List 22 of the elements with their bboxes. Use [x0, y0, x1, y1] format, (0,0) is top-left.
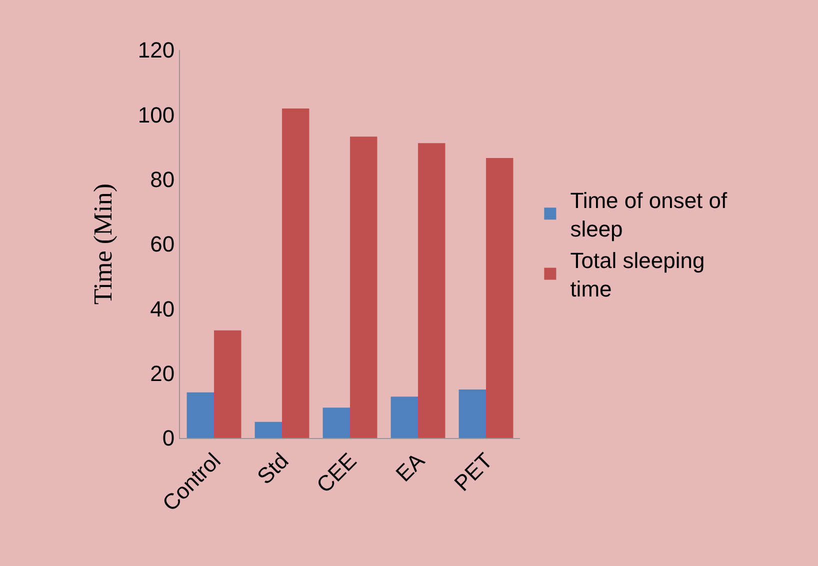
y-tick-label: 120 [138, 38, 175, 63]
legend-label: Time of onset of sleep [570, 188, 728, 242]
bar [214, 330, 242, 438]
y-tick-label: 80 [150, 167, 175, 192]
bar [418, 143, 446, 438]
legend-label: Total sleeping time [570, 248, 705, 302]
bar [322, 408, 350, 438]
bar [282, 108, 310, 438]
bar [350, 136, 378, 438]
bar [458, 390, 486, 438]
y-tick-label: 40 [150, 296, 175, 322]
y-tick-label: 60 [150, 232, 175, 257]
x-tick-label: Std [252, 448, 294, 490]
bar [390, 396, 418, 438]
y-axis-title: Time (Min) [88, 183, 118, 305]
x-tick-label: EA [390, 448, 430, 486]
bar [254, 422, 282, 438]
y-tick-label: 20 [150, 361, 175, 386]
y-tick-label: 0 [162, 426, 175, 451]
bar [186, 392, 214, 438]
y-tick-label: 100 [138, 102, 175, 128]
bar [486, 158, 514, 438]
